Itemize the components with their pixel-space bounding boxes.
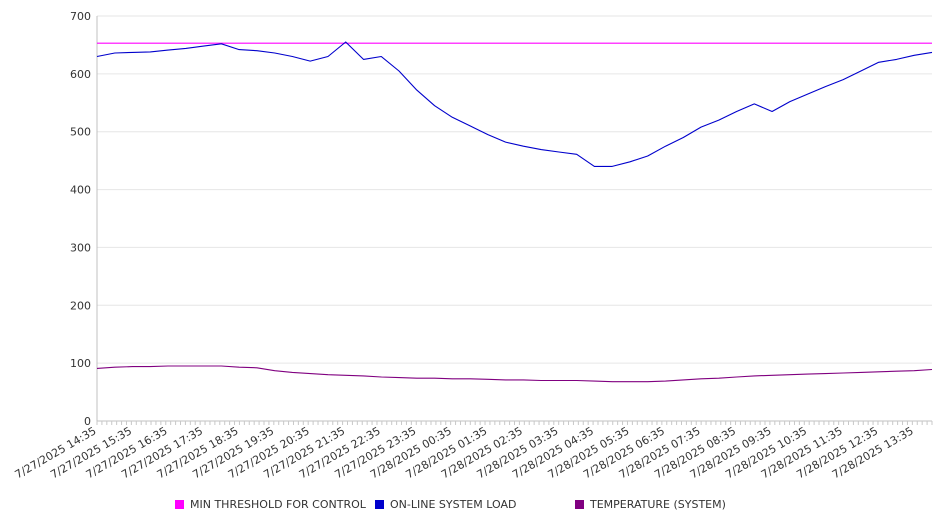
y-tick-label-700: 700 [70, 10, 91, 23]
legend-label-min-threshold: MIN THRESHOLD FOR CONTROL [190, 498, 366, 511]
y-tick-label-100: 100 [70, 357, 91, 370]
y-tick-label-300: 300 [70, 241, 91, 254]
legend-swatch-system-load [375, 500, 384, 509]
y-tick-label-500: 500 [70, 126, 91, 139]
legend-item-min-threshold[interactable]: MIN THRESHOLD FOR CONTROL [175, 498, 366, 511]
y-tick-label-600: 600 [70, 68, 91, 81]
legend-swatch-min-threshold [175, 500, 184, 509]
series-line-2 [96, 365, 933, 383]
legend-label-temperature: TEMPERATURE (SYSTEM) [590, 498, 726, 511]
legend-label-system-load: ON-LINE SYSTEM LOAD [390, 498, 517, 511]
series-line-1 [96, 41, 933, 167]
legend-item-temperature[interactable]: TEMPERATURE (SYSTEM) [575, 498, 726, 511]
y-tick-label-200: 200 [70, 299, 91, 312]
y-tick-label-0: 0 [84, 415, 91, 428]
legend-item-system-load[interactable]: ON-LINE SYSTEM LOAD [375, 498, 516, 511]
chart-legend: MIN THRESHOLD FOR CONTROL ON-LINE SYSTEM… [0, 498, 946, 514]
y-tick-label-400: 400 [70, 184, 91, 197]
legend-swatch-temperature [575, 500, 584, 509]
